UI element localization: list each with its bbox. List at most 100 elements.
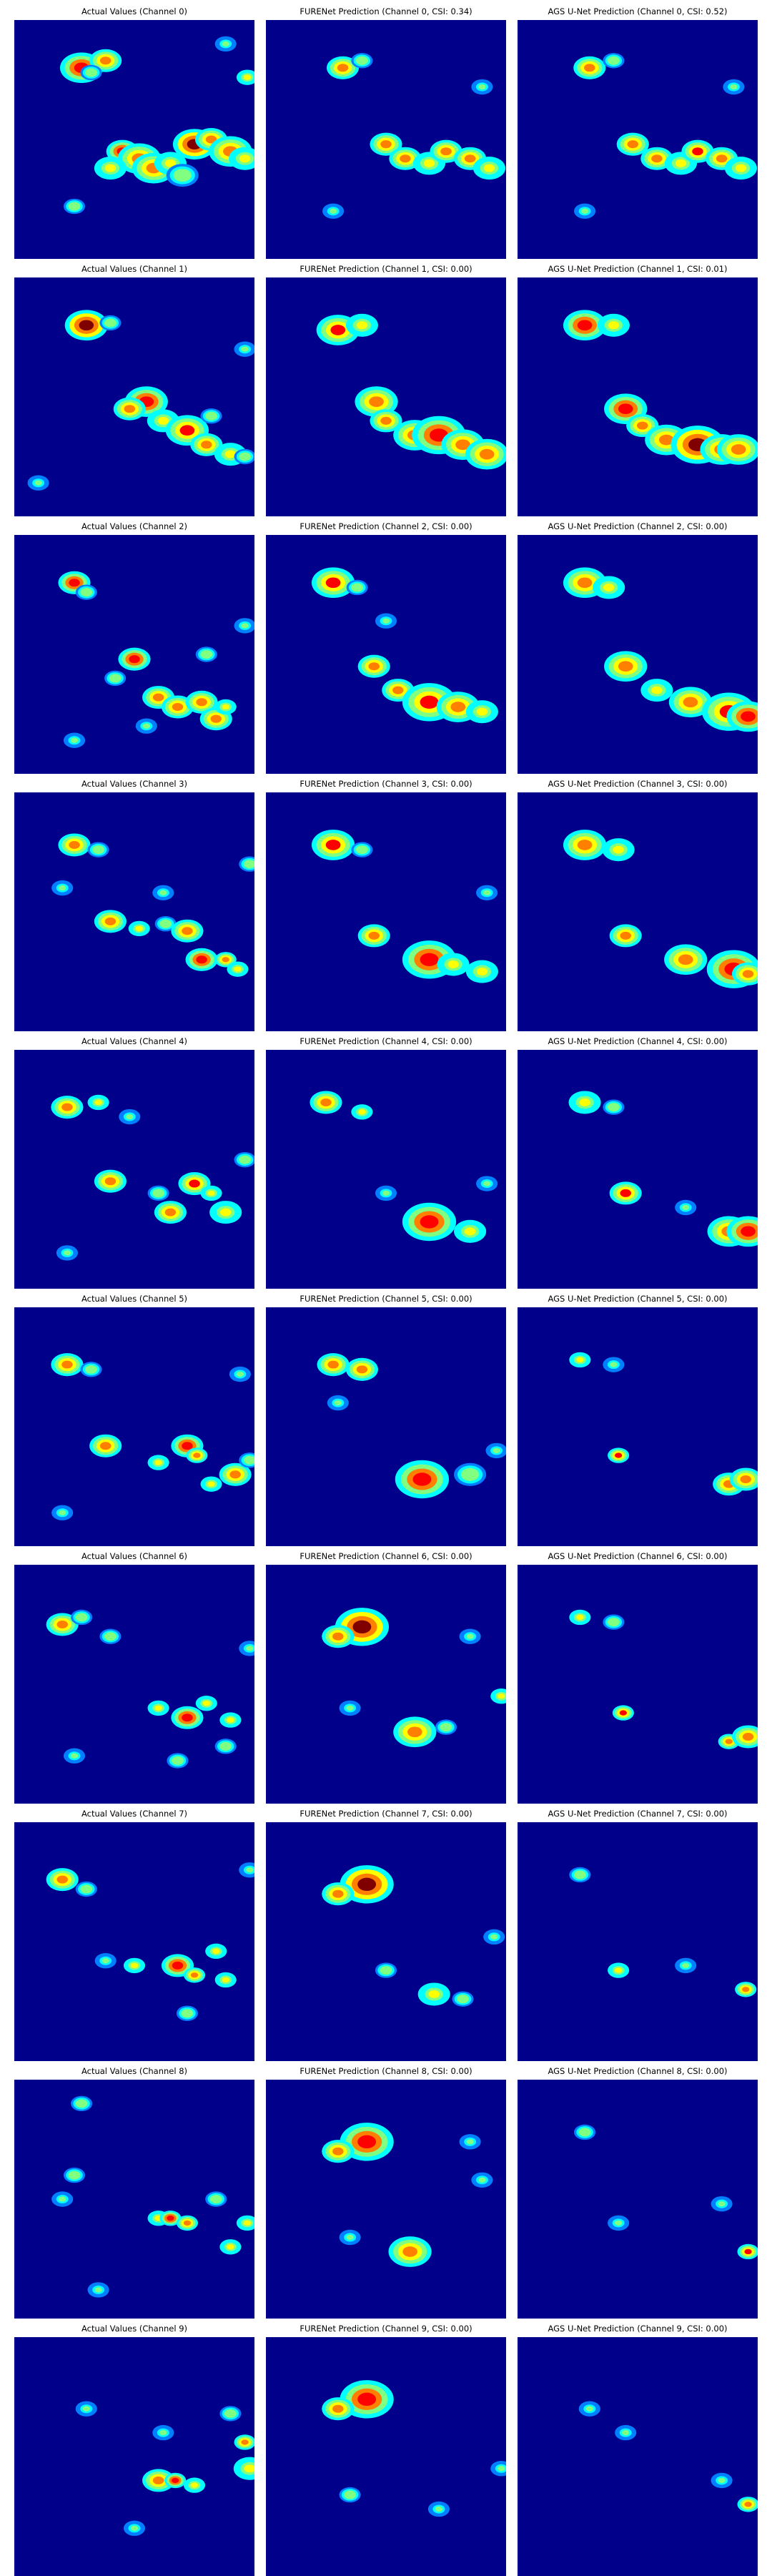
panel-title: AGS U-Net Prediction (Channel 1, CSI: 0.… [548,264,728,274]
radar-heatmap [518,20,758,259]
echo-cell [219,2406,242,2422]
furenet-prediction-panel-channel-0: FURENet Prediction (Channel 0, CSI: 0.34… [266,3,506,259]
panel-title: Actual Values (Channel 2) [81,521,188,531]
heatmap-background [14,792,254,1031]
echo-cell [573,56,606,79]
echo-cell [322,203,345,219]
echo-cell [465,960,498,983]
furenet-prediction-panel-channel-3: FURENet Prediction (Channel 3, CSI: 0.00… [266,775,506,1031]
echo-cell [87,1094,109,1111]
panel-title: Actual Values (Channel 4) [81,1036,188,1046]
echo-cell [322,1625,355,1648]
actual-values-panel-channel-4: Actual Values (Channel 4) [14,1033,254,1289]
echo-cell [602,838,635,862]
heatmap-background [14,1565,254,1804]
echo-cell [228,147,254,170]
radar-heatmap [518,2337,758,2576]
echo-cell [597,313,630,337]
heatmap-background [266,2337,506,2576]
echo-cell [51,1096,84,1119]
echo-cell [176,2005,198,2021]
furenet-prediction-panel-channel-6: FURENet Prediction (Channel 6, CSI: 0.00… [266,1548,506,1804]
echo-cell [147,1700,169,1716]
ags-unet-prediction-panel-channel-7: AGS U-Net Prediction (Channel 7, CSI: 0.… [518,1805,758,2061]
echo-cell [94,157,127,180]
echo-cell [63,198,86,215]
echo-cell [459,1628,481,1644]
echo-cell [726,1216,758,1247]
echo-cell [195,1696,217,1711]
echo-cell [563,830,607,860]
echo-cell [46,1868,79,1892]
echo-cell [89,1434,122,1457]
echo-cell [87,842,109,857]
furenet-prediction-panel-channel-4: FURENet Prediction (Channel 4, CSI: 0.00… [266,1033,506,1289]
echo-cell [574,203,596,219]
echo-cell [63,732,86,748]
echo-cell [205,1943,227,1960]
echo-cell [454,1219,487,1243]
echo-cell [214,1972,237,1988]
echo-cell [430,139,462,163]
echo-cell [322,1882,355,1906]
echo-cell [234,2434,254,2450]
panel-title: AGS U-Net Prediction (Channel 4, CSI: 0.… [548,1036,728,1046]
echo-cell [568,1091,601,1114]
echo-cell [339,1700,361,1716]
echo-cell [640,679,673,702]
panel-title: AGS U-Net Prediction (Channel 2, CSI: 0.… [548,521,728,531]
panel-title: Actual Values (Channel 7) [81,1809,188,1819]
actual-values-panel-channel-3: Actual Values (Channel 3) [14,775,254,1031]
echo-cell [717,434,758,465]
panel-title: Actual Values (Channel 6) [81,1551,188,1561]
echo-cell [311,830,355,860]
echo-cell [87,2282,109,2298]
echo-cell [99,315,122,331]
echo-cell [454,1462,487,1486]
echo-cell [58,833,91,857]
actual-values-panel-channel-6: Actual Values (Channel 6) [14,1548,254,1804]
echo-cell [726,701,758,732]
echo-cell [236,69,254,85]
echo-cell [737,2243,758,2260]
heatmap-background [266,1565,506,1804]
panel-title: Actual Values (Channel 5) [81,1294,188,1304]
echo-cell [51,1505,74,1520]
radar-heatmap [266,1565,506,1804]
echo-cell [616,132,649,156]
ags-unet-prediction-panel-channel-0: AGS U-Net Prediction (Channel 0, CSI: 0.… [518,3,758,259]
echo-cell [603,1357,625,1372]
echo-cell [729,1468,758,1491]
echo-cell [357,924,390,948]
echo-cell [239,1641,254,1656]
echo-cell [435,1719,457,1735]
ags-unet-prediction-panel-channel-5: AGS U-Net Prediction (Channel 5, CSI: 0.… [518,1290,758,1546]
echo-cell [351,1104,373,1120]
echo-cell [345,313,378,337]
echo-cell [483,1929,505,1945]
echo-cell [737,2497,758,2512]
echo-cell [167,1753,189,1769]
echo-cell [351,53,373,69]
radar-heatmap [14,2080,254,2319]
echo-cell [147,1455,169,1470]
echo-cell [200,1185,222,1201]
panel-title: FURENet Prediction (Channel 9, CSI: 0.00… [300,2324,472,2334]
echo-cell [339,2229,361,2246]
panel-title: FURENet Prediction (Channel 4, CSI: 0.00… [300,1036,472,1046]
echo-cell [71,2095,93,2112]
echo-cell [668,687,713,718]
echo-cell [118,647,151,671]
radar-heatmap [518,535,758,774]
heatmap-background [518,1565,758,1804]
echo-cell [612,1705,634,1721]
radar-heatmap [14,792,254,1031]
echo-cell [459,2134,481,2150]
heatmap-background [518,1050,758,1289]
ags-unet-prediction-panel-channel-9: AGS U-Net Prediction (Channel 9, CSI: 0.… [518,2320,758,2576]
echo-cell [731,1725,758,1749]
heatmap-background [14,1050,254,1289]
radar-heatmap [14,2337,254,2576]
panel-title: FURENet Prediction (Channel 7, CSI: 0.00… [300,1809,472,1819]
